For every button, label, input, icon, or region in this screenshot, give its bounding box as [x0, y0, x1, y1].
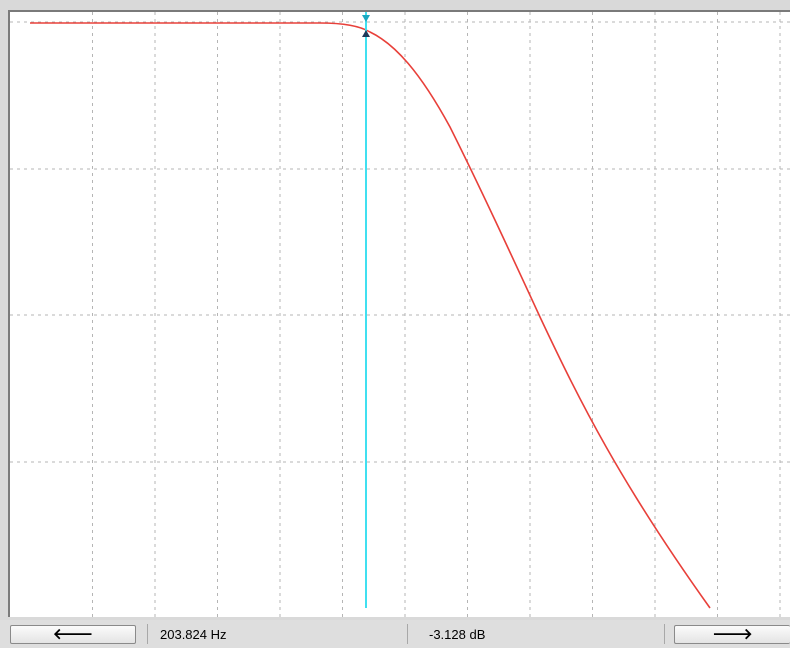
magnitude-curve — [30, 22, 711, 609]
plot-background — [10, 12, 790, 617]
plot-area[interactable] — [8, 10, 790, 617]
divider — [664, 624, 665, 644]
right-arrow-icon: 🡒 — [712, 626, 753, 643]
grid-lines — [10, 12, 790, 617]
move-cursor-left-button[interactable]: 🡐 — [10, 625, 136, 644]
magnitude-readout: -3.128 dB — [429, 627, 486, 642]
left-arrow-icon: 🡐 — [52, 626, 94, 643]
cursor-handle-icon[interactable] — [362, 15, 370, 22]
divider — [147, 624, 148, 644]
status-bar: 🡐 203.824 Hz -3.128 dB 🡒 — [0, 620, 790, 648]
plot-canvas[interactable] — [10, 12, 790, 617]
cursor-marker-icon — [362, 30, 370, 37]
move-cursor-right-button[interactable]: 🡒 — [674, 625, 790, 644]
frequency-readout: 203.824 Hz — [160, 627, 227, 642]
divider — [407, 624, 408, 644]
